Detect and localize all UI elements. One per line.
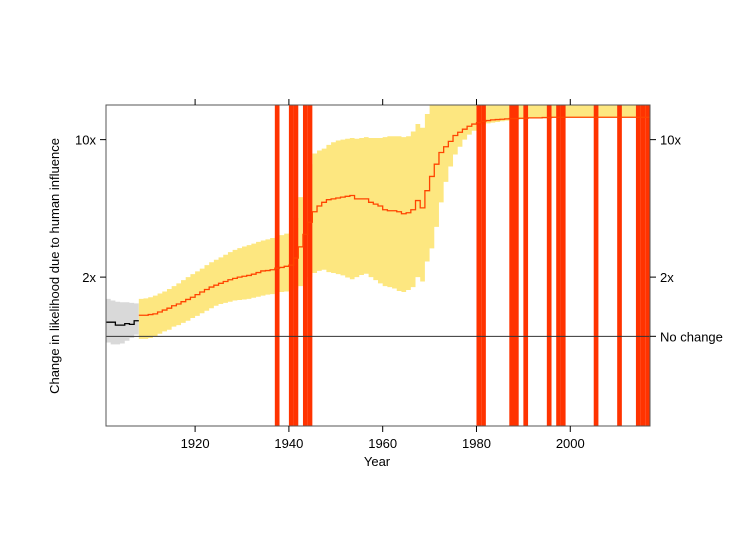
record-year-bar [617, 105, 622, 426]
x-tick-label: 1920 [181, 436, 210, 451]
plot-frame [105, 104, 651, 427]
y-tick-label-left: 2x [82, 270, 96, 285]
median-line [138, 116, 650, 316]
plot-content [106, 105, 650, 426]
record-year-bar [560, 105, 566, 426]
y-tick-label-right: 10x [660, 133, 681, 148]
y-tick-label-right: 2x [660, 270, 674, 285]
record-year-bar [556, 105, 561, 426]
record-year-bar [593, 105, 599, 426]
record-year-bar [307, 105, 313, 426]
record-year-bar [523, 105, 529, 426]
x-tick-label: 1940 [274, 436, 303, 451]
early-median-line [106, 320, 139, 326]
record-year-bar [293, 105, 299, 426]
x-tick-label: 2000 [556, 436, 585, 451]
record-year-bar [302, 105, 308, 426]
record-year-bar [635, 105, 641, 426]
record-year-bar [645, 105, 650, 426]
record-year-bar [476, 105, 482, 426]
record-year-bar [509, 105, 514, 426]
early-uncertainty-band [106, 298, 139, 345]
x-tick-label: 1980 [462, 436, 491, 451]
y-tick-label-right: No change [660, 329, 723, 344]
record-year-bar [514, 105, 519, 426]
record-year-bar [546, 105, 552, 426]
y-axis-title: Change in likelihood due to human influe… [47, 138, 62, 394]
axes: 1920 1940 1960 1980 2000 10x 2x 10x 2x No change [75, 99, 723, 451]
plot-area [106, 105, 650, 426]
record-year-bar [640, 105, 646, 426]
uncertainty-band [138, 105, 650, 339]
y-tick-label-left: 10x [75, 133, 96, 148]
x-axis-title: Year [364, 454, 391, 469]
record-year-bar [274, 105, 280, 426]
record-year-bar [481, 105, 486, 426]
x-tick-label: 1960 [368, 436, 397, 451]
